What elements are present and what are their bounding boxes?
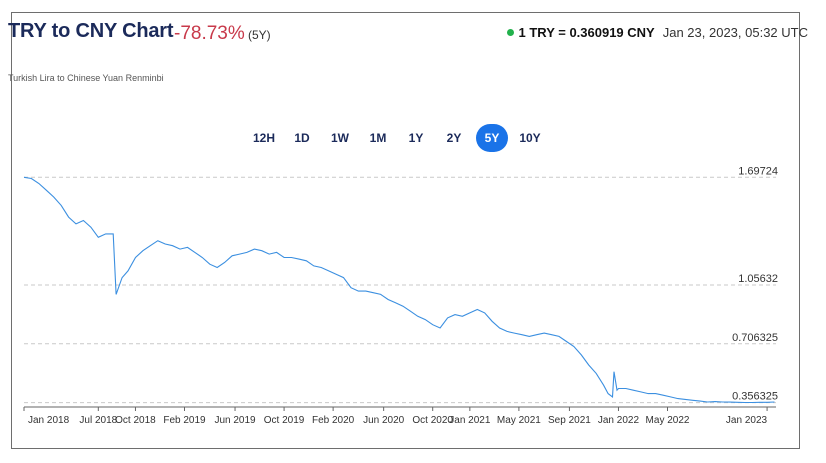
x-tick-label: May 2021 (497, 415, 541, 426)
range-5y-button[interactable]: 5Y (476, 124, 508, 152)
x-tick-label: Jan 2018 (28, 415, 70, 426)
y-tick-label: 0.706325 (732, 332, 778, 344)
range-10y-button[interactable]: 10Y (519, 131, 541, 145)
chart-title: TRY to CNY Chart (8, 20, 174, 42)
x-tick-label: Jan 2021 (449, 415, 491, 426)
range-1d-button[interactable]: 1D (294, 131, 310, 145)
x-tick-label: Sep 2021 (548, 415, 591, 426)
range-1w-button[interactable]: 1W (331, 131, 349, 145)
range-12h-button[interactable]: 12H (252, 131, 275, 145)
x-tick-label: Oct 2019 (264, 415, 305, 426)
pair-subtitle: Turkish Lira to Chinese Yuan Renminbi (8, 73, 164, 83)
y-tick-label: 1.69724 (738, 165, 778, 177)
x-tick-label: Oct 2018 (115, 415, 156, 426)
live-rate: 1 TRY = 0.360919 CNY Jan 23, 2023, 05:32… (506, 25, 808, 40)
x-tick-label: Oct 2020 (412, 415, 453, 426)
rate-timestamp: Jan 23, 2023, 05:32 UTC (662, 25, 808, 40)
percent-change: -78.73% (174, 23, 245, 44)
rate-value: 1 TRY = 0.360919 CNY (518, 25, 655, 40)
y-tick-label: 0.356325 (732, 391, 778, 403)
range-1m-button[interactable]: 1M (369, 131, 387, 145)
chart-card (11, 12, 800, 449)
series-line-try-cny (23, 176, 775, 404)
x-tick-label: Feb 2019 (163, 415, 206, 426)
x-tick-label: Jan 2023 (726, 415, 768, 426)
y-tick-label: 1.05632 (738, 273, 778, 285)
live-dot-icon (506, 29, 514, 36)
x-tick-label: Jun 2020 (363, 415, 405, 426)
x-tick-label: Feb 2020 (312, 415, 355, 426)
range-1y-button[interactable]: 1Y (408, 131, 424, 145)
range-selector: 12H 1D 1W 1M 1Y 2Y 5Y 10Y (245, 124, 549, 152)
x-tick-label: Jun 2019 (214, 415, 256, 426)
x-tick-label: May 2022 (646, 415, 690, 426)
x-tick-label: Jan 2022 (598, 415, 640, 426)
range-2y-button[interactable]: 2Y (446, 131, 462, 145)
x-tick-label: Jul 2018 (79, 415, 117, 426)
change-period: (5Y) (248, 28, 271, 42)
